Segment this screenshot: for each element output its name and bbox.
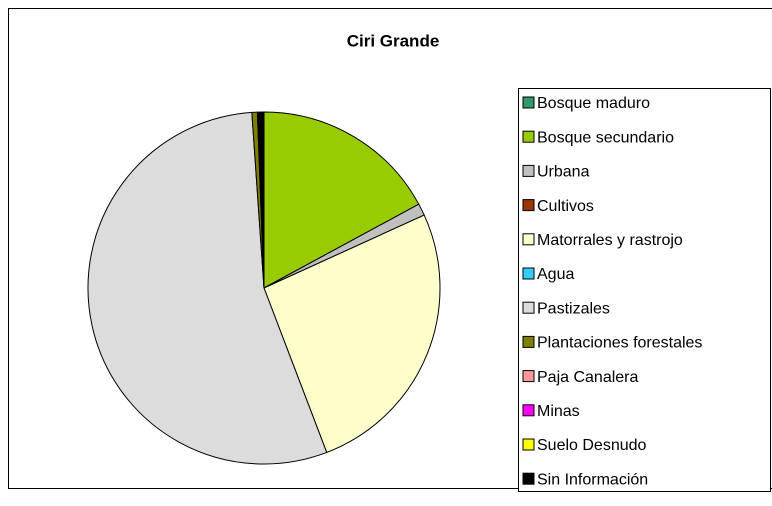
legend-label: Bosque secundario — [537, 129, 674, 146]
legend-label: Sin Información — [537, 471, 648, 488]
legend-label: Paja Canalera — [537, 369, 639, 386]
legend-label: Plantaciones forestales — [537, 335, 702, 352]
legend-swatch — [522, 404, 535, 417]
legend-swatch — [522, 472, 535, 485]
pie-slice — [87, 111, 328, 465]
legend-label: Cultivos — [537, 198, 594, 215]
legend-label: Bosque maduro — [537, 95, 650, 112]
legend-swatch — [522, 267, 535, 280]
legend-label: Minas — [537, 403, 580, 420]
chart-title: Ciri Grande — [347, 31, 440, 50]
legend-label: Suelo Desnudo — [537, 437, 647, 454]
legend-swatch — [522, 233, 535, 246]
legend-swatch — [522, 301, 535, 314]
legend-label: Agua — [537, 266, 574, 283]
legend-label: Urbana — [537, 164, 590, 181]
pie-slice — [256, 111, 265, 289]
legend-label: Matorrales y rastrojo — [537, 232, 683, 249]
legend-swatch — [522, 164, 535, 177]
legend-swatch — [522, 438, 535, 451]
legend-box — [518, 88, 771, 492]
pie-slice — [263, 214, 441, 454]
legend-swatch — [522, 199, 535, 212]
legend-swatch — [522, 130, 535, 143]
legend-label: Pastizales — [537, 300, 610, 317]
legend-swatch — [522, 96, 535, 109]
legend-swatch — [522, 335, 535, 348]
pie-slice — [263, 111, 420, 289]
legend-swatch — [522, 370, 535, 383]
